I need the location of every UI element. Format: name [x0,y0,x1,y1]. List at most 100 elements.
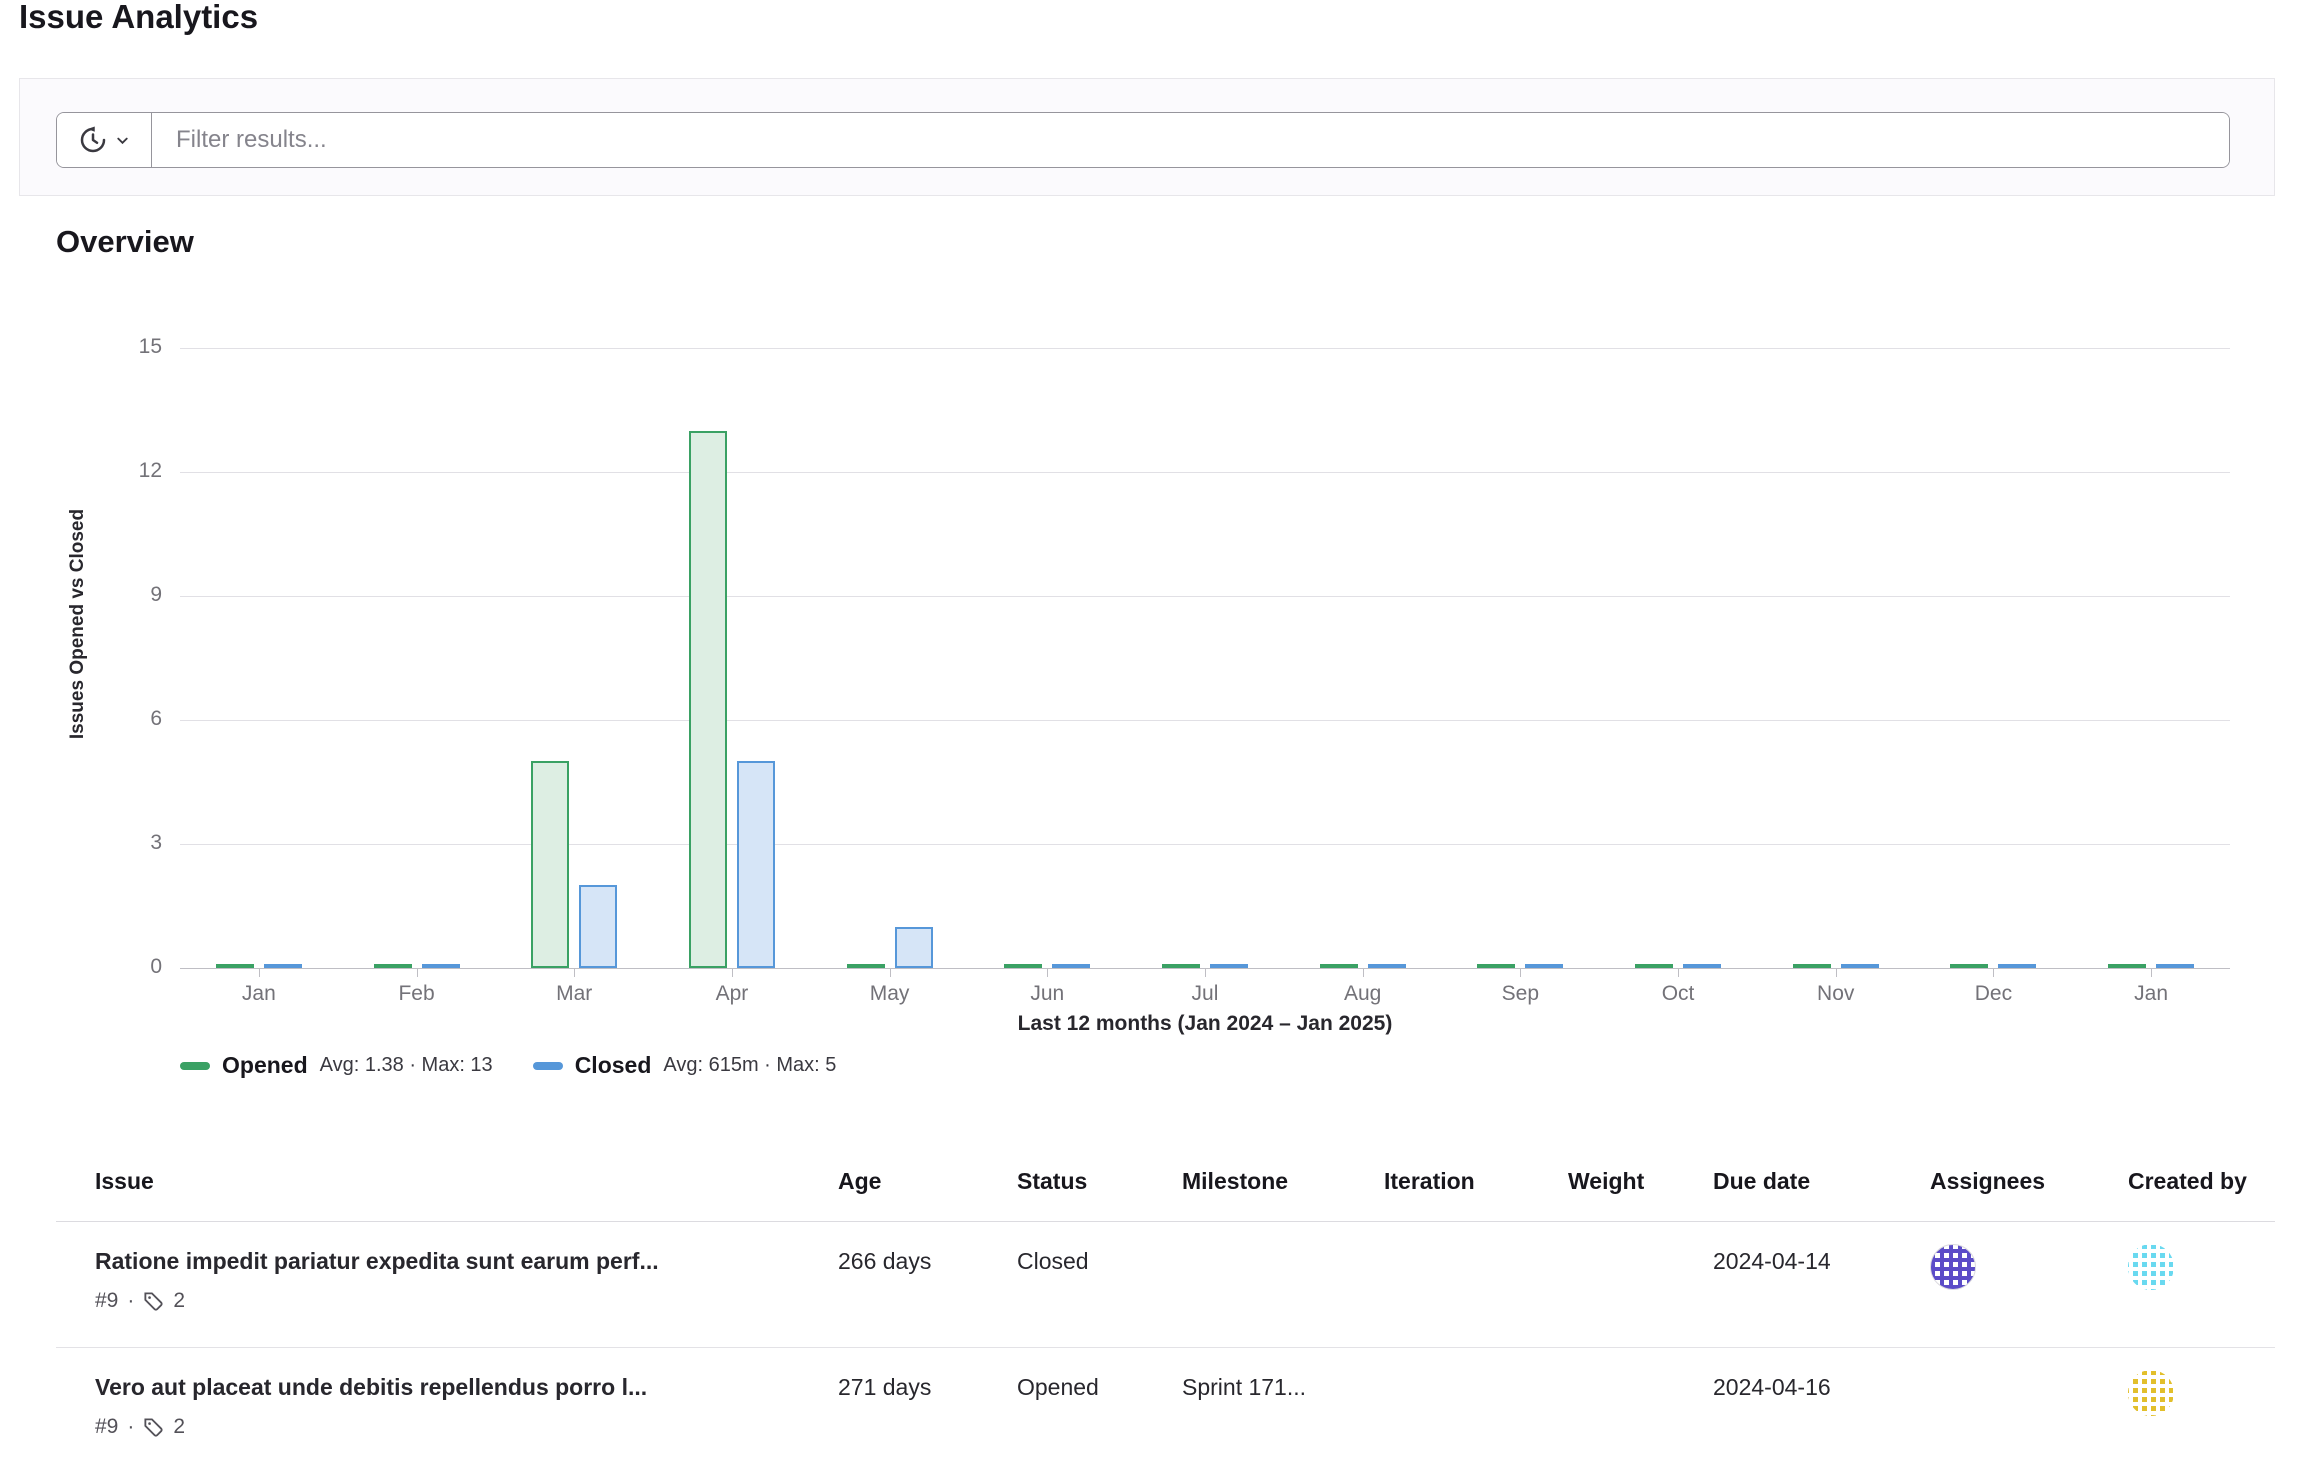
legend-swatch-closed [532,1061,563,1070]
chart-bar-closed [421,964,460,968]
column-header-status: Status [1017,1168,1088,1194]
created-by-avatar[interactable] [2128,1244,2174,1290]
x-axis-tick [1362,968,1364,977]
y-axis-tick-label: 12 [138,459,162,482]
chart-bar-opened [2108,964,2147,968]
chart-bar-closed [1840,964,1879,968]
cell-milestone [1182,1222,1384,1347]
assignee-avatar[interactable] [1930,1244,1976,1290]
issues-opened-vs-closed-chart: Issues Opened vs Closed 0 3 6 9 12 15 Jan Feb M… [56,330,2256,1090]
legend-series-stats: Avg: 615m · Max: 5 [663,1054,837,1076]
column-header-iteration: Iteration [1384,1168,1475,1194]
y-axis-label: Issues Opened vs Closed [67,508,88,740]
chart-bars [180,348,2230,977]
chart-group-apr [653,348,811,977]
column-header-assignees: Assignees [1930,1168,2046,1194]
issue-meta: #9 · 2 [95,1289,828,1313]
chart-bar-opened [688,430,727,968]
filter-history-button[interactable] [57,113,152,167]
chart-bar-closed [736,761,775,968]
chevron-down-icon [115,133,130,148]
filter-control [56,112,2230,168]
cell-assignees [1930,1222,2128,1347]
created-by-avatar[interactable] [2128,1370,2174,1416]
column-header-due-date: Due date [1713,1168,1811,1194]
legend-series-stats: Avg: 1.38 · Max: 13 [319,1054,493,1076]
chart-legend: Opened Avg: 1.38 · Max: 13 Closed Avg: 615m… [180,1052,836,1079]
legend-series-name: Closed [574,1052,652,1078]
x-axis-label: Jun [1030,982,1065,1005]
chart-bar-opened [1792,964,1831,968]
y-axis-tick-label: 0 [150,955,162,978]
chart-bar-closed [1367,964,1406,968]
x-axis-tick [1678,968,1680,977]
legend-swatch-opened [180,1061,210,1070]
x-axis-tick [1204,968,1206,977]
column-header-age: Age [838,1168,882,1194]
issue-link[interactable]: Ratione impedit pariatur expedita sunt e… [95,1248,659,1274]
x-axis-label: Dec [1974,982,2013,1005]
cell-assignees [1930,1348,2128,1470]
legend-series-name: Opened [222,1052,308,1078]
issue-ref: #9 [95,1415,119,1438]
x-axis-label: Aug [1343,982,1382,1005]
filter-bar [19,78,2275,196]
chart-group-jan [180,348,338,977]
x-axis-labels: Jan Feb Mar Apr May Jun Jul Aug Sep Oct Nov Dec Jan [180,982,2230,1006]
filter-input[interactable] [152,113,2229,167]
x-axis-tick [2151,968,2153,977]
column-header-issue: Issue [95,1168,154,1194]
table-header-row: Issue Age Status Milestone Iteration Weight Du… [56,1146,2275,1222]
issue-ref: #9 [95,1289,119,1312]
cell-status: Opened [1017,1374,1099,1400]
issue-link[interactable]: Vero aut placeat unde debitis repellendu… [95,1374,648,1400]
chart-plot-area [180,348,2230,977]
cell-due-date: 2024-04-16 [1713,1374,1831,1400]
chart-group-oct [1599,348,1757,977]
cell-weight [1568,1348,1713,1470]
x-axis-label: Nov [1817,982,1855,1005]
chart-bar-closed [263,964,302,968]
chart-bar-opened [1950,964,1989,968]
chart-bar-closed [1525,964,1564,968]
x-axis-tick [1835,968,1837,977]
chart-bar-closed [1998,964,2037,968]
x-axis-label: Jul [1191,982,1219,1005]
gridline [180,596,2230,597]
x-axis-tick [258,968,260,977]
chart-bar-opened [1004,964,1043,968]
cell-milestone: Sprint 171... [1182,1374,1307,1400]
chart-bar-closed [1052,964,1091,968]
gridline [180,720,2230,721]
gridline [180,844,2230,845]
y-axis-tick-label: 15 [138,335,162,358]
cell-iteration [1384,1222,1568,1347]
x-axis-tick [574,968,576,977]
table-row: Vero aut placeat unde debitis repellendu… [56,1348,2275,1470]
history-icon [78,125,108,155]
issues-table: Issue Age Status Milestone Iteration Weight Du… [56,1146,2275,1470]
x-axis-tick [889,968,891,977]
chart-bar-opened [1319,964,1358,968]
page-title: Issue Analytics [19,0,259,35]
legend-item-opened[interactable]: Opened Avg: 1.38 · Max: 13 [180,1052,493,1079]
chart-group-feb [338,348,496,977]
chart-bar-opened [1477,964,1516,968]
column-header-milestone: Milestone [1182,1168,1289,1194]
chart-group-jul [1126,348,1284,977]
y-axis-tick-label: 9 [150,583,162,606]
chart-bar-opened [846,964,885,968]
x-axis-tick [731,968,733,977]
x-axis-label: Mar [556,982,593,1005]
x-axis-label: Sep [1501,982,1540,1005]
gridline [180,348,2230,349]
table-body: Ratione impedit pariatur expedita sunt e… [56,1222,2275,1470]
chart-group-aug [1284,348,1442,977]
label-count: 2 [173,1289,186,1312]
x-axis-tick [1047,968,1049,977]
overview-heading: Overview [56,224,194,259]
chart-group-mar [495,348,653,977]
x-axis-label: Apr [715,982,749,1005]
x-axis-caption: Last 12 months (Jan 2024 – Jan 2025) [1017,1012,1393,1035]
legend-item-closed[interactable]: Closed Avg: 615m · Max: 5 [532,1052,837,1079]
